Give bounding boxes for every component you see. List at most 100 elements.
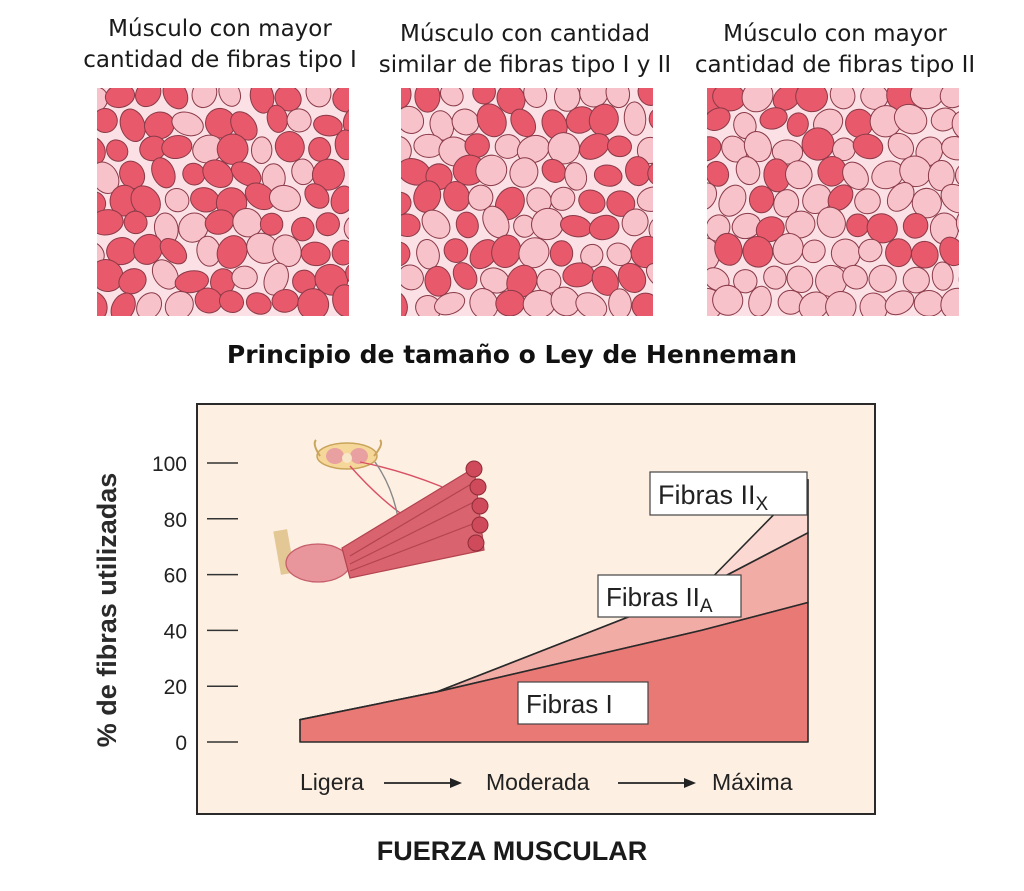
fiber-type-i xyxy=(245,292,272,315)
fiber-type-ii xyxy=(286,108,312,133)
fiber-type-ii xyxy=(911,187,942,219)
fiber-type-ii xyxy=(439,88,464,107)
y-axis-label: % de fibras utilizadas xyxy=(92,473,122,748)
label-text: Fibras IIA xyxy=(606,582,713,617)
fiber-type-i xyxy=(134,88,162,108)
fiber-type-i xyxy=(304,183,330,209)
fiber-type-ii xyxy=(940,287,959,316)
fiber-type-ii xyxy=(401,105,425,134)
fiber-type-ii xyxy=(575,292,608,316)
fiber-type-i xyxy=(714,232,743,266)
fiber-type-ii xyxy=(151,259,179,290)
fiber-type-i xyxy=(472,88,496,105)
y-tick-label: 40 xyxy=(164,620,187,643)
fiber-type-ii xyxy=(785,160,813,190)
panel-title-line: similar de fibras tipo I y II xyxy=(378,52,672,78)
panel-title-type-ii: Músculo con mayor cantidad de fibras tip… xyxy=(680,19,990,81)
fiber-type-i xyxy=(161,134,193,160)
fiber-type-ii xyxy=(884,290,915,316)
fiber-type-i xyxy=(97,190,107,216)
fiber-type-i xyxy=(748,185,775,214)
fiber-type-i xyxy=(249,88,275,114)
fiber-type-i xyxy=(443,181,471,212)
fiber-type-i xyxy=(902,212,929,239)
fiber-type-i xyxy=(123,210,148,235)
fiber-type-ii xyxy=(646,263,653,291)
label-text: Fibras IIX xyxy=(658,480,769,515)
fiber-type-i xyxy=(345,262,349,290)
fiber-type-ii xyxy=(858,238,883,263)
arrow-icon xyxy=(384,778,462,788)
panel-title-line: cantidad de fibras tipo I xyxy=(83,47,357,73)
fiber-type-i xyxy=(274,131,305,163)
fiber-type-ii xyxy=(550,186,576,211)
fiber-type-i xyxy=(707,160,730,187)
fiber-type-ii xyxy=(564,162,588,191)
fiber-type-i xyxy=(464,133,490,158)
fiber-type-i xyxy=(549,240,574,267)
fiber-type-ii xyxy=(523,88,548,108)
label-fibras-iix: Fibras IIX xyxy=(649,471,808,516)
fiber-type-ii xyxy=(136,292,163,316)
fiber-type-i xyxy=(647,161,653,187)
fiber-type-ii xyxy=(434,292,466,316)
fiber-type-i xyxy=(291,216,315,242)
fiber-type-ii xyxy=(886,182,915,212)
fiber-type-ii xyxy=(902,266,930,294)
fiber-type-ii xyxy=(786,265,814,293)
fiber-type-i xyxy=(334,129,349,161)
muscle-fascicle-icon xyxy=(273,460,489,583)
fiber-type-i xyxy=(579,133,610,160)
fiber-type-i xyxy=(469,239,499,270)
fiber-type-ii xyxy=(868,264,897,293)
fiber-type-i xyxy=(607,135,632,158)
fiber-type-i xyxy=(939,236,959,267)
fiber-type-ii xyxy=(733,269,758,294)
fiber-type-ii xyxy=(191,88,218,109)
fiber-type-ii xyxy=(475,154,508,187)
fiber-type-ii xyxy=(816,206,846,238)
fiber-type-ii xyxy=(605,88,631,109)
y-axis-label-wrap: % de fibras utilizadas xyxy=(92,473,122,748)
fiber-type-ii xyxy=(421,209,451,239)
fiber-type-i xyxy=(742,236,774,268)
fiber-type-i xyxy=(311,158,345,191)
fiber-type-ii xyxy=(893,103,928,135)
fiber-type-ii xyxy=(801,239,826,264)
fiber-type-i xyxy=(174,270,209,294)
fiber-type-i xyxy=(401,289,408,316)
fiber-type-ii xyxy=(648,215,653,245)
fiber-type-ii xyxy=(469,288,499,316)
fiber-type-i xyxy=(631,292,653,316)
fiber-type-ii xyxy=(97,88,109,113)
label-box xyxy=(517,681,649,725)
fiber-type-ii xyxy=(272,234,302,267)
fiber-type-i xyxy=(637,88,653,106)
fiber-type-ii xyxy=(343,214,349,243)
panel-title-line: Músculo con cantidad xyxy=(399,21,651,47)
fiber-type-ii xyxy=(743,131,772,163)
y-tick-label: 80 xyxy=(164,509,187,532)
fiber-type-ii xyxy=(854,188,881,215)
fiber-type-ii xyxy=(842,161,869,190)
tissue-cross-section-mixed xyxy=(401,88,653,316)
fiber-type-ii xyxy=(735,156,761,186)
fiber-type-i xyxy=(707,107,731,132)
fiber-type-i xyxy=(707,136,722,162)
panel-title-line: Músculo con mayor xyxy=(723,21,947,47)
fiber-type-i xyxy=(104,88,136,109)
fiber-type-ii xyxy=(707,182,718,211)
y-tick-label: 100 xyxy=(152,453,187,476)
fiber-type-i xyxy=(455,211,479,239)
fiber-type-i xyxy=(331,239,349,266)
fiber-type-i xyxy=(617,262,647,293)
fiber-type-i xyxy=(759,107,788,130)
panel-title-line: Músculo con mayor xyxy=(108,16,332,42)
fiber-type-ii xyxy=(623,101,647,136)
panel-title-mixed: Músculo con cantidad similar de fibras t… xyxy=(372,19,678,81)
fiber-type-i xyxy=(230,111,258,141)
fiber-type-ii xyxy=(401,264,424,291)
fiber-type-ii xyxy=(509,157,539,188)
fiber-recruitment-chart: 0 20 40 60 80 100 Fibras IIX Fibras IIA Fibras … xyxy=(152,403,876,815)
fiber-type-i xyxy=(413,180,442,213)
